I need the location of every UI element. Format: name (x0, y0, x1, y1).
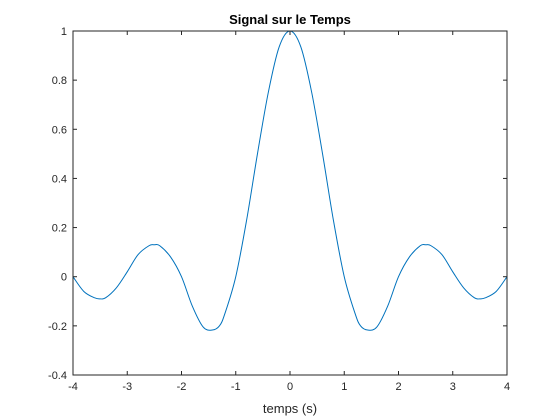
x-tick-label: -3 (122, 381, 132, 393)
chart-title: Signal sur le Temps (229, 12, 351, 27)
y-tick-label: -0.2 (48, 321, 67, 333)
x-tick-label: 3 (450, 381, 456, 393)
y-tick-label: 1 (61, 26, 67, 38)
plot-area (73, 31, 507, 375)
y-tick-label: 0.2 (52, 223, 67, 235)
y-tick-label: 0.6 (52, 124, 67, 136)
x-tick-label: 1 (341, 381, 347, 393)
x-tick-label: -4 (68, 381, 78, 393)
x-tick-label: 2 (395, 381, 401, 393)
x-tick-label: -1 (231, 381, 241, 393)
axes-box (72, 30, 508, 376)
y-tick-label: 0 (61, 272, 67, 284)
x-axis-label: temps (s) (263, 401, 317, 416)
x-tick-label: -2 (177, 381, 187, 393)
y-tick-label: 0.8 (52, 75, 67, 87)
x-tick-label: 4 (504, 381, 510, 393)
y-tick-label: 0.4 (52, 173, 67, 185)
x-tick-label: 0 (287, 381, 293, 393)
y-tick-label: -0.4 (48, 370, 67, 382)
